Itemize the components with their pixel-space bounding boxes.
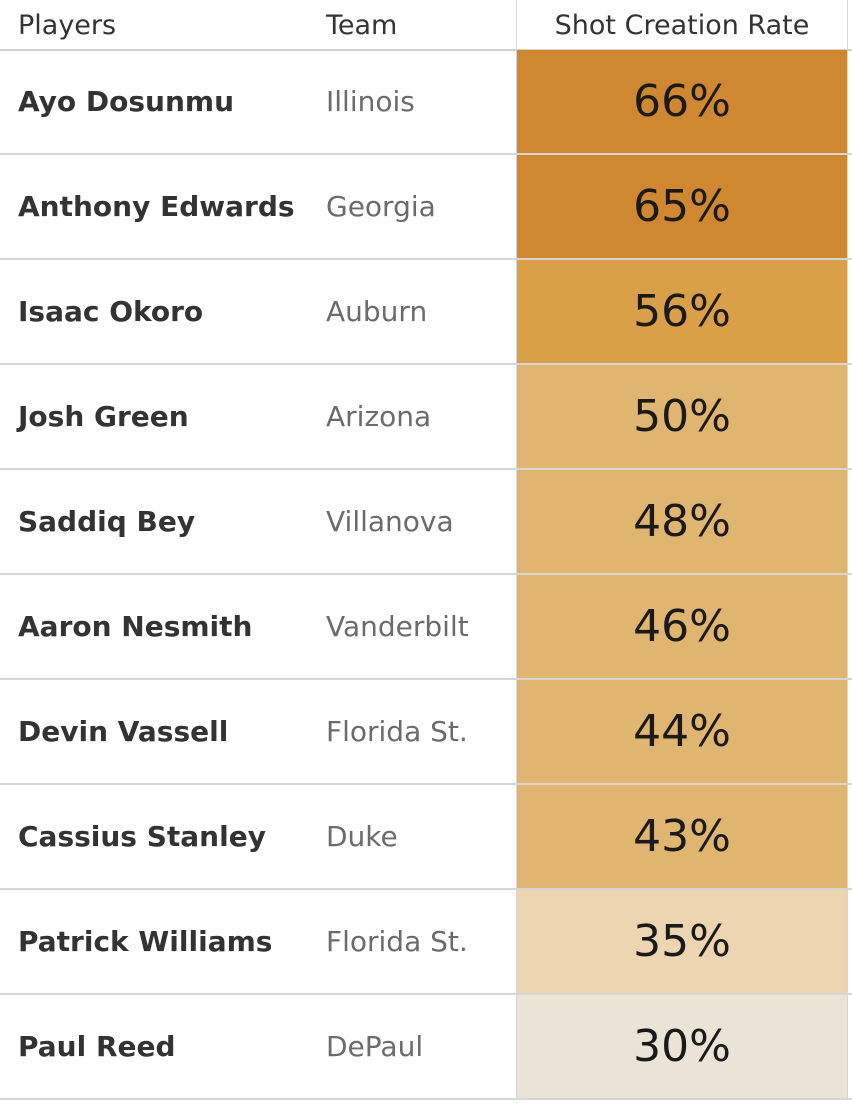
player-name: Anthony Edwards <box>18 190 295 223</box>
row-divider <box>0 363 852 365</box>
row-divider <box>0 573 852 575</box>
team-name: Auburn <box>326 295 428 328</box>
table-row[interactable]: Devin Vassell Florida St. 44% <box>0 680 852 785</box>
header-shot-creation-rate[interactable]: Shot Creation Rate <box>516 0 848 50</box>
header-players[interactable]: Players <box>18 10 117 41</box>
team-name: DePaul <box>326 1030 424 1063</box>
table-header: Players Team Shot Creation Rate <box>0 0 852 51</box>
row-divider <box>0 678 852 680</box>
team-name: Villanova <box>326 505 454 538</box>
table-row[interactable]: Paul Reed DePaul 30% <box>0 995 852 1100</box>
team-name: Florida St. <box>326 715 468 748</box>
table-row[interactable]: Cassius Stanley Duke 43% <box>0 785 852 890</box>
team-name: Georgia <box>326 190 436 223</box>
table-row[interactable]: Aaron Nesmith Vanderbilt 46% <box>0 575 852 680</box>
row-divider <box>0 783 852 785</box>
player-name: Aaron Nesmith <box>18 610 253 643</box>
table-row[interactable]: Josh Green Arizona 50% <box>0 365 852 470</box>
player-name: Paul Reed <box>18 1030 176 1063</box>
player-name: Cassius Stanley <box>18 820 266 853</box>
shot-creation-rate-cell: 66% <box>516 50 848 153</box>
shot-creation-rate-cell: 56% <box>516 260 848 363</box>
team-name: Arizona <box>326 400 432 433</box>
player-name: Patrick Williams <box>18 925 273 958</box>
shot-creation-rate-cell: 48% <box>516 470 848 573</box>
shot-creation-rate-cell: 50% <box>516 365 848 468</box>
team-name: Florida St. <box>326 925 468 958</box>
header-divider <box>0 49 852 51</box>
row-divider <box>0 468 852 470</box>
shot-creation-rate-cell: 44% <box>516 680 848 783</box>
table-row[interactable]: Ayo Dosunmu Illinois 66% <box>0 50 852 155</box>
shot-creation-rate-cell: 65% <box>516 155 848 258</box>
row-divider <box>0 153 852 155</box>
row-divider <box>0 258 852 260</box>
player-name: Ayo Dosunmu <box>18 85 235 118</box>
row-divider <box>0 1098 852 1100</box>
shot-creation-rate-cell: 30% <box>516 995 848 1098</box>
row-divider <box>0 888 852 890</box>
table-bottom-edge <box>0 1100 852 1104</box>
player-name: Isaac Okoro <box>18 295 204 328</box>
team-name: Vanderbilt <box>326 610 469 643</box>
team-name: Duke <box>326 820 398 853</box>
player-name: Saddiq Bey <box>18 505 196 538</box>
shot-creation-rate-cell: 35% <box>516 890 848 993</box>
shot-creation-rate-cell: 43% <box>516 785 848 888</box>
player-name: Josh Green <box>18 400 189 433</box>
team-name: Illinois <box>326 85 415 118</box>
table-row[interactable]: Isaac Okoro Auburn 56% <box>0 260 852 365</box>
header-team[interactable]: Team <box>326 10 398 41</box>
table-row[interactable]: Anthony Edwards Georgia 65% <box>0 155 852 260</box>
shot-creation-rate-cell: 46% <box>516 575 848 678</box>
row-divider <box>0 993 852 995</box>
table-row[interactable]: Saddiq Bey Villanova 48% <box>0 470 852 575</box>
table-row[interactable]: Patrick Williams Florida St. 35% <box>0 890 852 995</box>
player-name: Devin Vassell <box>18 715 229 748</box>
